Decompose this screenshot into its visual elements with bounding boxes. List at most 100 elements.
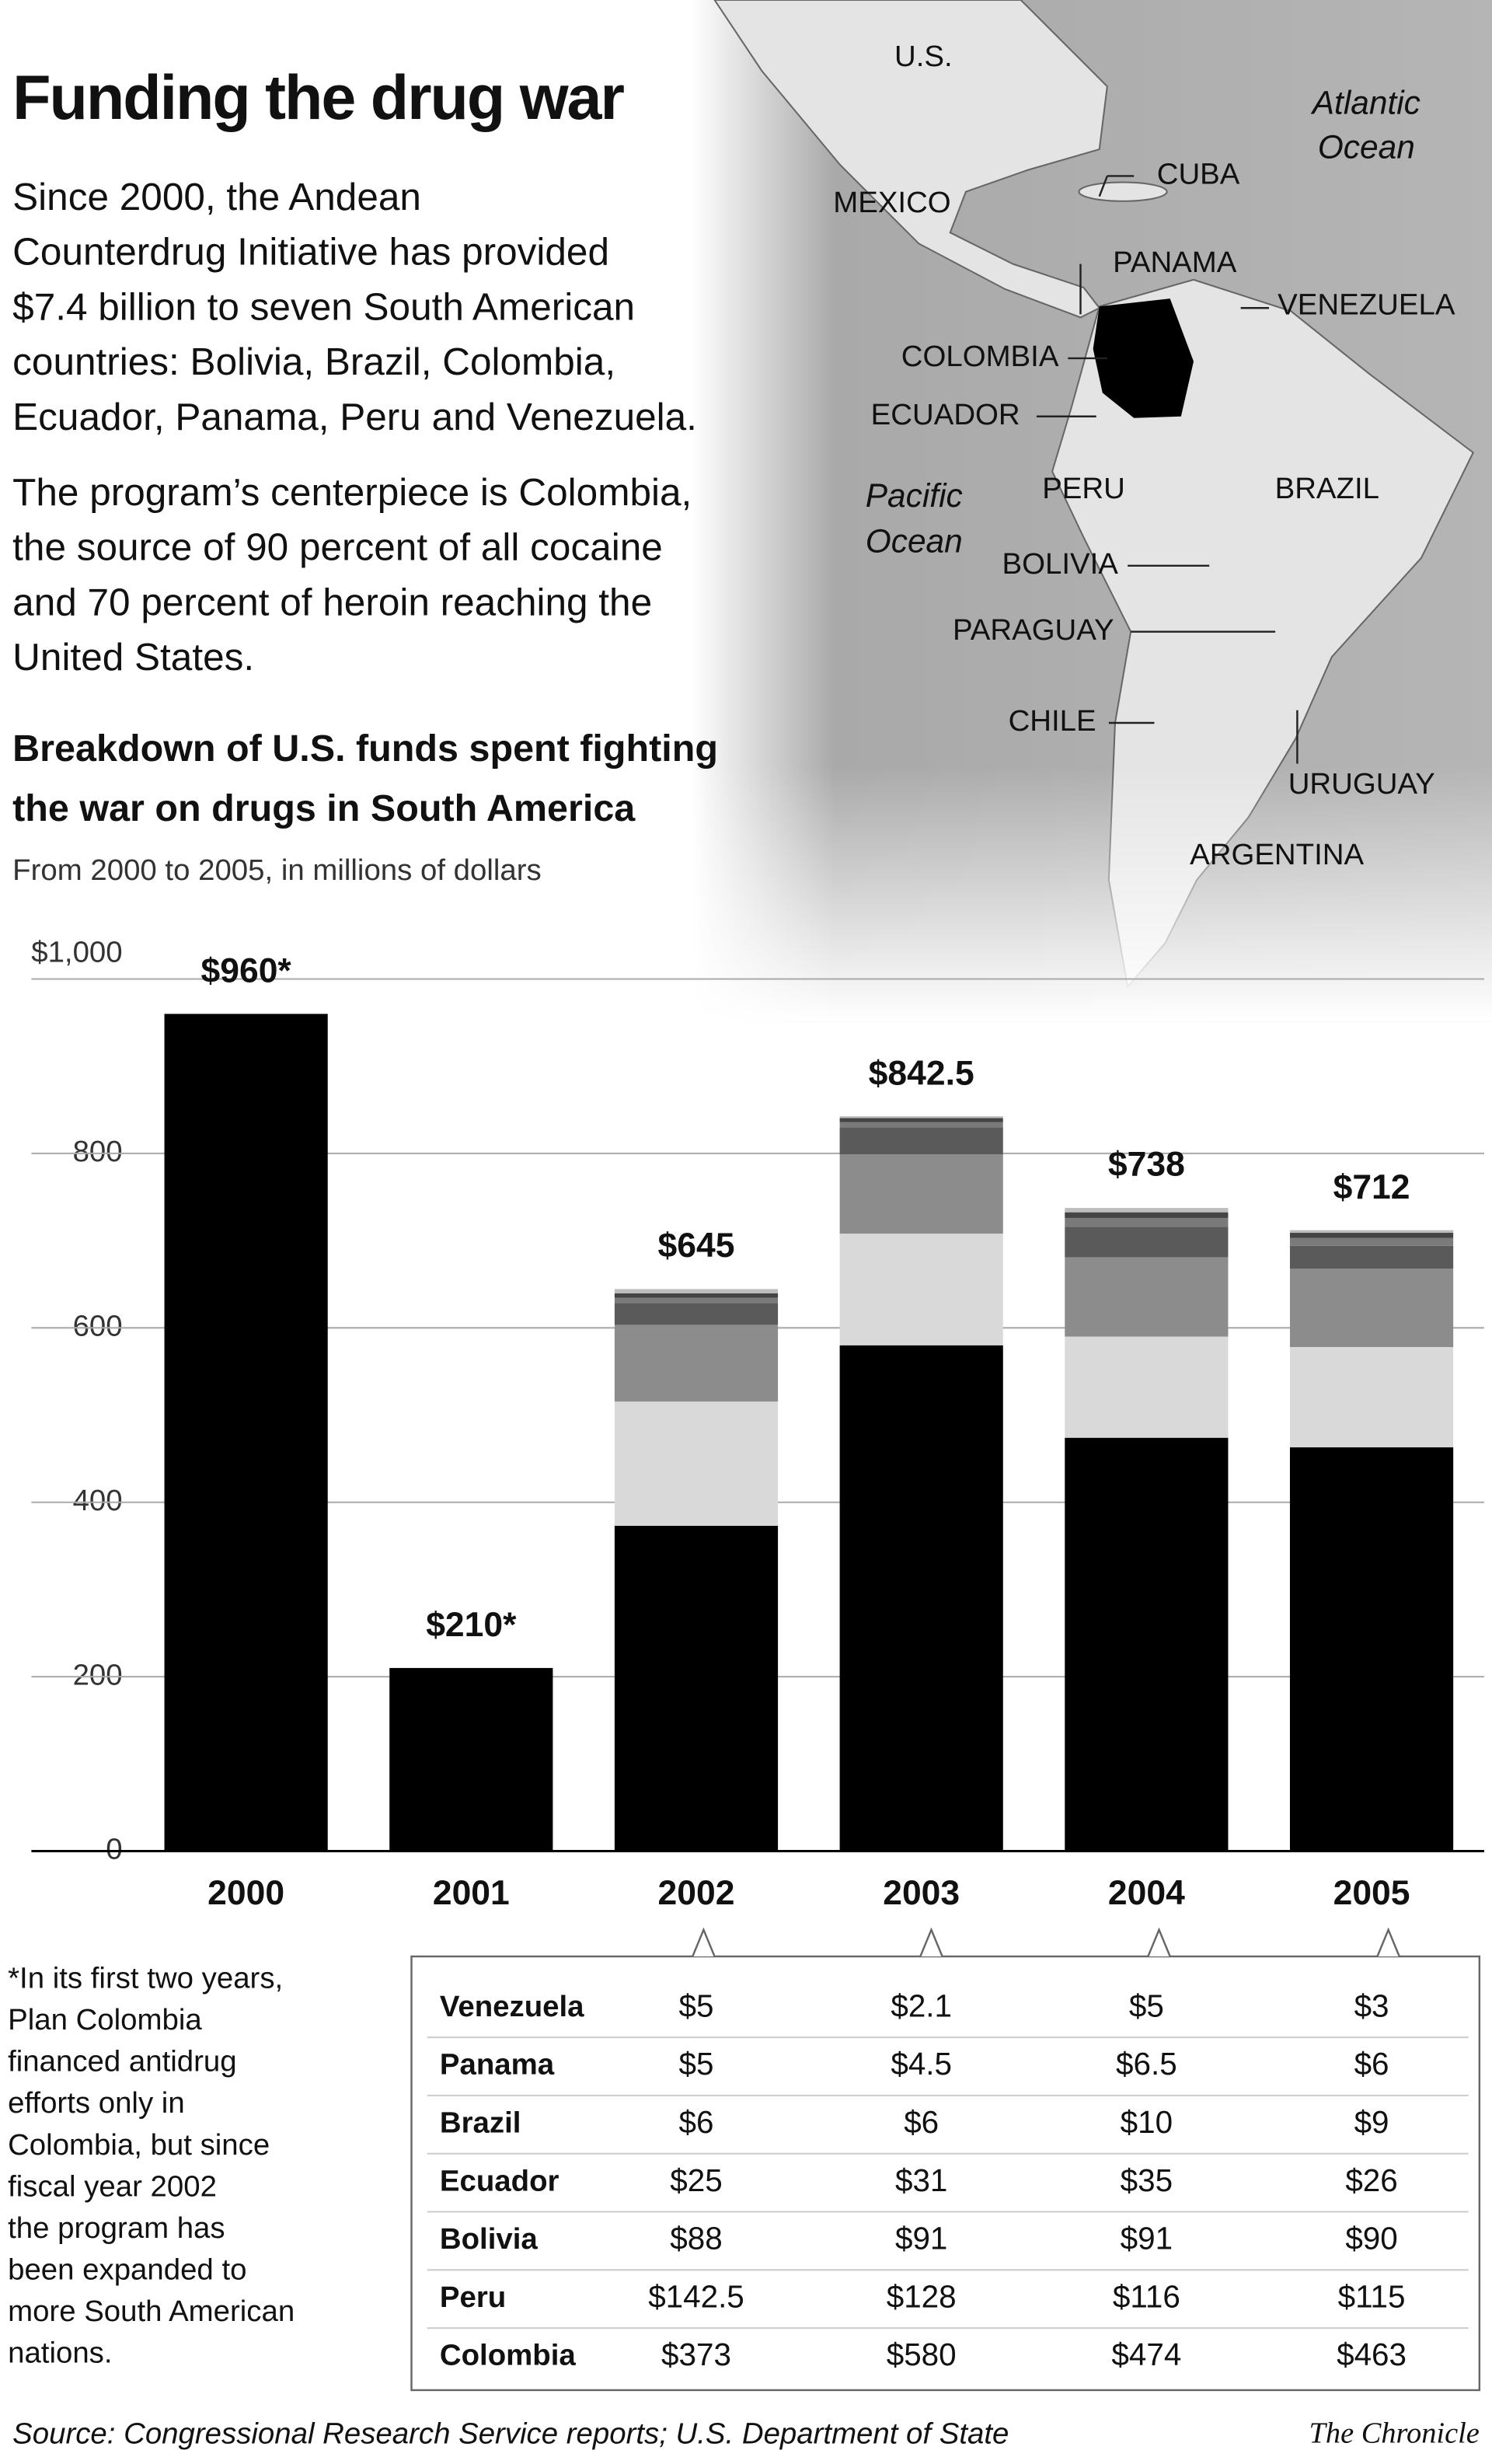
total-label: $645 <box>658 1227 735 1265</box>
table-cell: $373 <box>661 2337 731 2372</box>
footnote-line: the program has <box>8 2211 225 2245</box>
y-tick-label: $1,000 <box>31 935 122 968</box>
y-tick-label: 0 <box>106 1833 122 1866</box>
footnote-line: been expanded to <box>8 2253 246 2286</box>
total-label: $842.5 <box>869 1054 974 1092</box>
footnote-line: Plan Colombia <box>8 2003 202 2036</box>
bar-segment <box>1065 1257 1229 1337</box>
table-cell: $2.1 <box>891 1988 952 2023</box>
x-tick-label: 2004 <box>1108 1874 1185 1912</box>
map-label: BRAZIL <box>1275 472 1379 505</box>
total-label: $712 <box>1333 1168 1410 1206</box>
table-cell: $4.5 <box>891 2046 952 2082</box>
table-cell: $91 <box>1121 2221 1173 2256</box>
bar-segment <box>389 1667 553 1851</box>
map-label: COLOMBIA <box>901 340 1059 373</box>
footnote-line: efforts only in <box>8 2086 185 2120</box>
table-row-name: Panama <box>440 2048 555 2082</box>
intro-line: and 70 percent of heroin reaching the <box>12 581 652 623</box>
total-label: $960* <box>201 952 292 990</box>
map <box>691 0 1492 1022</box>
map-label: MEXICO <box>833 186 950 219</box>
bar-segment <box>1065 1227 1229 1258</box>
table-cell: $474 <box>1111 2337 1181 2372</box>
table-cell: $115 <box>1338 2278 1406 2314</box>
bar-segment <box>839 1127 1003 1155</box>
source: Source: Congressional Research Service r… <box>12 2417 1009 2451</box>
map-label: CHILE <box>1009 704 1096 738</box>
table-cell: $6 <box>904 2104 939 2140</box>
map-label: BOLIVIA <box>1002 547 1119 581</box>
map-label: URUGUAY <box>1288 767 1435 801</box>
table-row-name: Ecuador <box>440 2164 560 2197</box>
bar-segment <box>1065 1437 1229 1851</box>
footnote-line: fiscal year 2002 <box>8 2169 217 2203</box>
title: Funding the drug war <box>12 63 624 133</box>
y-tick-label: 200 <box>73 1658 123 1691</box>
bar-segment <box>164 1014 328 1851</box>
map-label: ARGENTINA <box>1190 838 1364 871</box>
bar-segment <box>614 1526 779 1851</box>
bar-segment <box>1289 1347 1454 1448</box>
table-row-name: Brazil <box>440 2106 521 2139</box>
footnote-line: Colombia, but since <box>8 2128 270 2162</box>
bar-segment <box>1065 1336 1229 1438</box>
bar-segment <box>839 1122 1003 1128</box>
bar-segment <box>614 1293 779 1298</box>
map-label: ECUADOR <box>871 398 1020 431</box>
intro-line: United States. <box>12 636 254 679</box>
table-cell: $3 <box>1354 1988 1389 2023</box>
map-label: PANAMA <box>1113 246 1237 279</box>
table-row-name: Bolivia <box>440 2222 539 2256</box>
intro-line: The program’s centerpiece is Colombia, <box>12 471 692 514</box>
table-row-name: Peru <box>440 2281 506 2314</box>
table-cell: $88 <box>670 2221 722 2256</box>
bar-segment <box>614 1401 779 1527</box>
y-tick-label: 600 <box>73 1309 123 1342</box>
table-cell: $90 <box>1345 2221 1397 2256</box>
bar-segment <box>614 1303 779 1325</box>
bar-segment <box>1065 1208 1229 1213</box>
table-cell: $25 <box>670 2162 722 2198</box>
intro-line: Counterdrug Initiative has provided <box>12 231 609 274</box>
table-cell: $35 <box>1121 2162 1173 2198</box>
table-cell: $6 <box>1354 2046 1389 2082</box>
map-label: CUBA <box>1157 158 1240 191</box>
footnote-line: nations. <box>8 2337 112 2370</box>
table-cell: $116 <box>1113 2278 1180 2314</box>
footnote-line: *In its first two years, <box>8 1961 283 1995</box>
bar-segment <box>614 1289 779 1294</box>
bar-segment <box>1289 1269 1454 1348</box>
table-cell: $6 <box>679 2104 714 2140</box>
table-cell: $128 <box>887 2278 957 2314</box>
intro-line: countries: Bolivia, Brazil, Colombia, <box>12 340 615 383</box>
x-tick-label: 2000 <box>207 1874 284 1912</box>
map-fade <box>691 0 1492 1022</box>
bar-segment <box>614 1324 779 1402</box>
x-tick-label: 2003 <box>883 1874 960 1912</box>
bar-segment <box>839 1116 1003 1119</box>
intro-line: the source of 90 percent of all cocaine <box>12 526 663 569</box>
table-cell: $5 <box>679 1988 714 2023</box>
bar-segment <box>839 1118 1003 1122</box>
footnote-line: financed antidrug <box>8 2045 237 2078</box>
table-cell: $5 <box>1129 1988 1164 2023</box>
total-label: $738 <box>1108 1146 1185 1184</box>
table-cell: $580 <box>887 2337 957 2372</box>
table-carets <box>692 1927 1400 1957</box>
chart-title: Breakdown of U.S. funds spent fighting <box>12 728 718 770</box>
bar-segment <box>614 1297 779 1304</box>
map-label: PARAGUAY <box>953 613 1114 647</box>
table-cell: $463 <box>1337 2337 1407 2372</box>
table-row-name: Venezuela <box>440 1990 584 2023</box>
ocean-label: Atlantic <box>1310 85 1421 121</box>
table-cell: $91 <box>895 2221 947 2256</box>
y-tick-label: 800 <box>73 1135 123 1168</box>
table-cell: $10 <box>1121 2104 1173 2140</box>
bar-segment <box>839 1234 1003 1345</box>
total-label: $210* <box>426 1606 517 1644</box>
table-cell: $142.5 <box>648 2278 744 2314</box>
map-label: U.S. <box>894 40 953 73</box>
bar-segment <box>1065 1212 1229 1218</box>
